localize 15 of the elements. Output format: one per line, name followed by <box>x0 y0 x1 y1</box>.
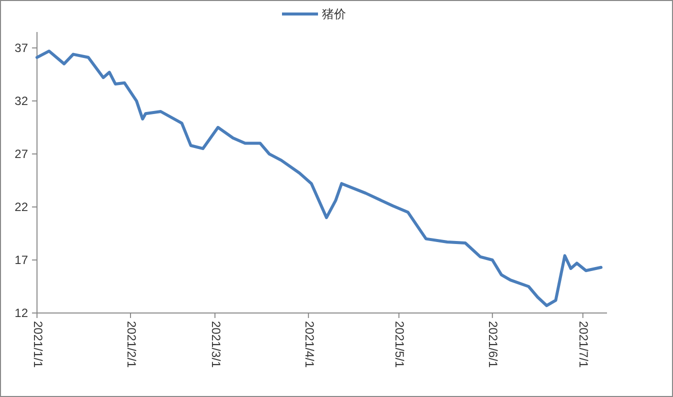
legend-label: 猪价 <box>322 7 346 21</box>
y-tick-label: 17 <box>14 252 28 267</box>
x-tick-label: 2021/1/1 <box>30 321 45 368</box>
x-tick-label: 2021/4/1 <box>302 321 316 368</box>
x-tick-label: 2021/3/1 <box>208 321 223 368</box>
line-series <box>36 50 602 308</box>
x-tick-label: 2021/5/1 <box>392 321 407 368</box>
y-tick-label: 37 <box>14 40 28 55</box>
y-tick-label: 32 <box>14 94 28 108</box>
x-tick-label: 2021/7/1 <box>576 321 591 368</box>
x-tick-label: 2021/2/1 <box>124 321 138 368</box>
x-tick-label: 2021/6/1 <box>486 321 500 368</box>
y-tick-label: 12 <box>14 306 28 320</box>
y-tick-label: 27 <box>14 146 28 161</box>
y-tick-label: 22 <box>14 200 28 214</box>
